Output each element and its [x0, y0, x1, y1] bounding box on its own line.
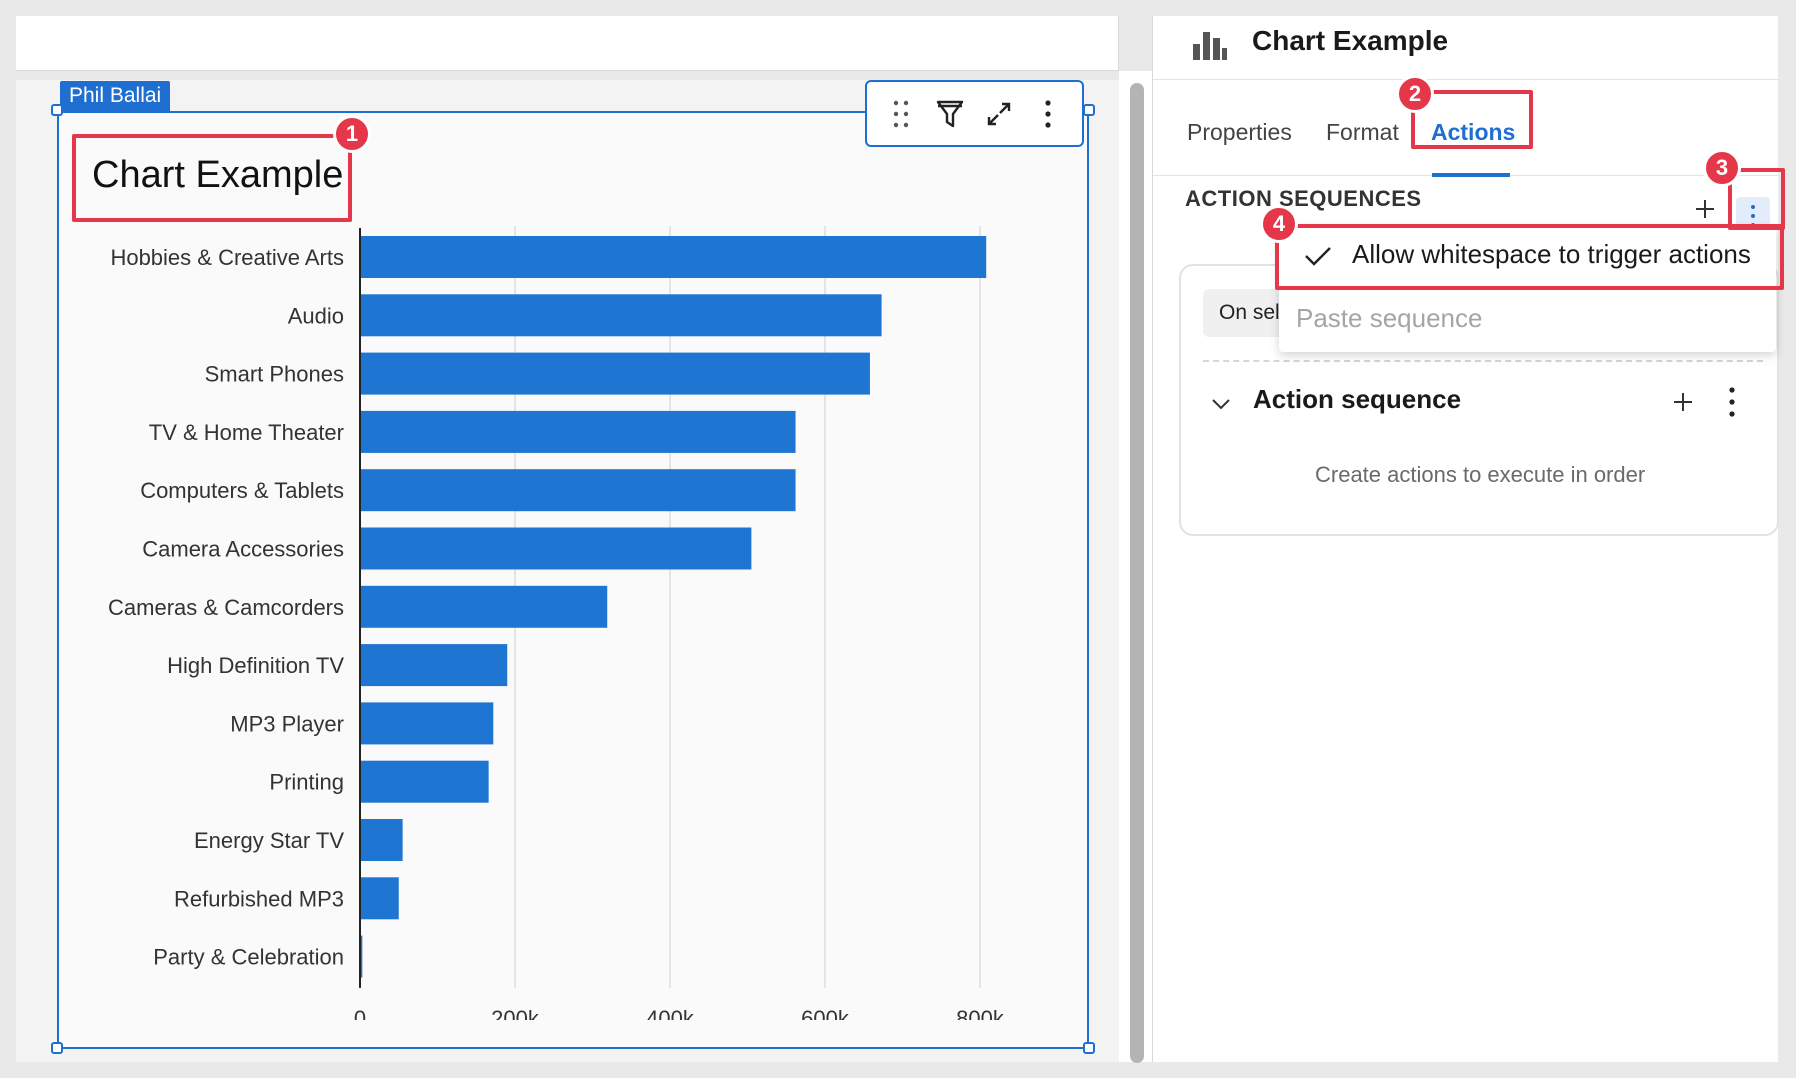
- highlight-allow-whitespace: [1275, 224, 1784, 290]
- bar-chart: 0 200k 400k 600k 800k Hobbies & Creative Arts…: [108, 226, 1005, 1020]
- step-badge-4: 4: [1260, 205, 1298, 243]
- y-category-label: Computers & Tablets: [140, 478, 344, 503]
- x-tick-label: 200k: [491, 1006, 540, 1020]
- active-tab-indicator: [1432, 173, 1510, 177]
- x-tick-label: 800k: [956, 1006, 1005, 1020]
- y-category-label: Energy Star TV: [194, 828, 344, 853]
- drag-handle-icon[interactable]: [883, 96, 919, 132]
- y-category-label: Cameras & Camcorders: [108, 595, 344, 620]
- bar[interactable]: [360, 236, 987, 278]
- resize-handle-bottom-right[interactable]: [1083, 1042, 1095, 1054]
- panel-title: Chart Example: [1252, 25, 1449, 56]
- bar[interactable]: [360, 585, 608, 628]
- chevron-down-icon[interactable]: [1209, 384, 1233, 429]
- highlight-actions-tab: [1411, 90, 1533, 149]
- x-tick-label: 400k: [646, 1006, 695, 1020]
- y-category-label: Smart Phones: [205, 362, 344, 387]
- bar[interactable]: [360, 877, 399, 920]
- bar-chart-icon: [1191, 28, 1229, 67]
- bar[interactable]: [360, 644, 508, 687]
- step-badge-3: 3: [1703, 149, 1741, 187]
- menu-item-allow-whitespace[interactable]: Allow whitespace to trigger actions: [1279, 226, 1776, 286]
- sequence-more-icon[interactable]: [1727, 386, 1737, 423]
- y-category-label: MP3 Player: [230, 711, 344, 736]
- expand-icon[interactable]: [981, 96, 1017, 132]
- highlight-chart-title: [72, 134, 352, 222]
- bar[interactable]: [360, 352, 870, 395]
- section-label-action-sequences: ACTION SEQUENCES: [1185, 186, 1422, 211]
- canvas-scrollbar[interactable]: [1130, 83, 1144, 1063]
- bar[interactable]: [360, 935, 363, 978]
- bar[interactable]: [360, 294, 882, 337]
- x-tick-label: 0: [354, 1006, 366, 1020]
- y-category-label: Refurbished MP3: [174, 886, 344, 911]
- action-sequence-title[interactable]: Action sequence: [1253, 384, 1462, 414]
- tab-properties[interactable]: Properties: [1187, 119, 1292, 145]
- user-presence-tag: Phil Ballai: [60, 81, 171, 111]
- check-icon: [1305, 247, 1331, 266]
- menu-item-paste-sequence: Paste sequence: [1279, 290, 1776, 350]
- add-action-button[interactable]: [1671, 390, 1695, 419]
- step-badge-1: 1: [333, 115, 371, 153]
- bar[interactable]: [360, 819, 403, 861]
- canvas-top-bar: [16, 16, 1119, 71]
- bar[interactable]: [360, 760, 489, 803]
- y-category-label: Audio: [288, 303, 344, 328]
- bar[interactable]: [360, 527, 752, 570]
- y-category-label: Party & Celebration: [153, 945, 344, 970]
- highlight-more-button: [1728, 168, 1785, 230]
- bar[interactable]: [360, 410, 796, 453]
- y-category-label: Printing: [269, 770, 344, 795]
- step-badge-2: 2: [1396, 75, 1434, 113]
- divider: [1203, 360, 1763, 362]
- y-category-label: Hobbies & Creative Arts: [110, 245, 344, 270]
- filter-icon[interactable]: [932, 96, 968, 132]
- panel-tabs: Properties Format Actions: [1153, 81, 1779, 177]
- panel-header: Chart Example: [1153, 16, 1779, 80]
- bar[interactable]: [360, 702, 494, 745]
- chart-title: Chart Example: [92, 154, 344, 196]
- resize-handle-top-left[interactable]: [51, 104, 63, 116]
- y-category-label: TV & Home Theater: [149, 420, 344, 445]
- element-toolbar: [865, 80, 1084, 147]
- tab-format[interactable]: Format: [1326, 119, 1399, 145]
- properties-panel: Chart Example Properties Format Actions …: [1152, 16, 1779, 1062]
- empty-sequence-hint: Create actions to execute in order: [1315, 462, 1646, 487]
- more-vertical-icon[interactable]: [1030, 96, 1066, 132]
- tab-actions[interactable]: Actions: [1431, 119, 1516, 145]
- x-tick-label: 600k: [801, 1006, 850, 1020]
- resize-handle-bottom-left[interactable]: [51, 1042, 63, 1054]
- bar[interactable]: [360, 469, 796, 512]
- add-sequence-button[interactable]: [1693, 197, 1721, 225]
- menu-item-label: Paste sequence: [1296, 303, 1483, 333]
- y-category-label: High Definition TV: [167, 653, 344, 678]
- menu-item-label: Allow whitespace to trigger actions: [1352, 239, 1751, 269]
- y-category-label: Camera Accessories: [142, 537, 344, 562]
- resize-handle-top-right[interactable]: [1083, 104, 1095, 116]
